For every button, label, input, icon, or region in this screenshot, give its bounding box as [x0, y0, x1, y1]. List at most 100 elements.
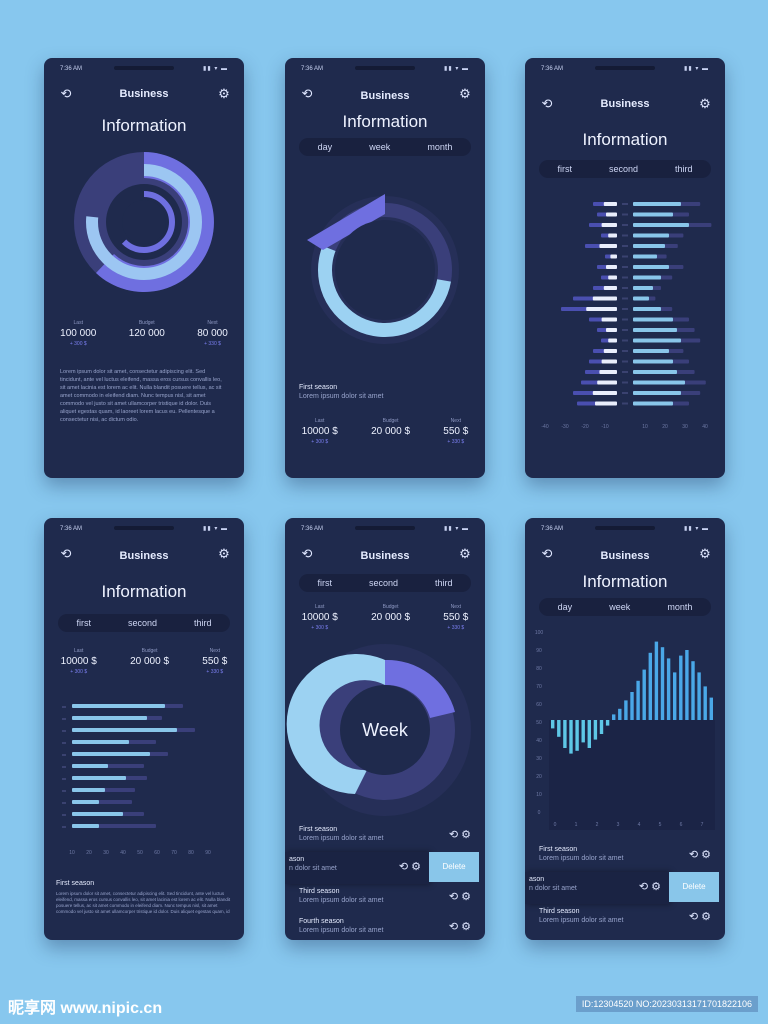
- stat-budget: Budget 120 000: [128, 320, 165, 339]
- status-bar: 7:36 AM ▮▮ ▾ ▬: [525, 524, 725, 534]
- status-bar: 7:36 AM ▮▮ ▾ ▬: [285, 524, 485, 534]
- tab-second[interactable]: second: [127, 618, 157, 628]
- bar: [575, 720, 579, 751]
- season-row-swiped[interactable]: ason n dolor sit amet ⟲ ⚙: [285, 852, 429, 884]
- season-row-third[interactable]: Third season Lorem ipsum dolor sit amet …: [299, 888, 471, 904]
- tab-first[interactable]: first: [317, 578, 332, 588]
- delete-button[interactable]: Delete: [669, 872, 719, 902]
- row-marker: [622, 329, 628, 331]
- bar-left-highlight: [608, 275, 617, 280]
- bar: [624, 700, 628, 720]
- row-actions[interactable]: ⟲ ⚙: [448, 921, 471, 933]
- y-tick-label: 100: [535, 630, 544, 636]
- season-description: Lorem ipsum dolor sit amet, consectetur …: [56, 891, 231, 914]
- bar: [569, 720, 573, 754]
- row-marker: [622, 392, 628, 394]
- tab-third[interactable]: third: [193, 618, 212, 628]
- season-row-fourth[interactable]: Fourth season Lorem ipsum dolor sit amet…: [299, 918, 471, 934]
- tab-first[interactable]: first: [76, 618, 91, 628]
- season-row-first[interactable]: First season Lorem ipsum dolor sit amet …: [539, 846, 711, 862]
- bar-left-highlight: [603, 202, 617, 206]
- tab-first[interactable]: first: [557, 164, 572, 174]
- order-tabs: first second third: [299, 574, 471, 592]
- status-bar: 7:36 AM ▮▮ ▾ ▬: [525, 64, 725, 74]
- tab-second[interactable]: second: [368, 578, 398, 588]
- gear-icon[interactable]: ⚙: [699, 96, 711, 111]
- x-tick-label: 1: [575, 822, 578, 828]
- bar: [642, 669, 646, 720]
- row-actions[interactable]: ⟲ ⚙: [448, 891, 471, 903]
- tab-third[interactable]: third: [434, 578, 453, 588]
- row-marker: [622, 308, 628, 310]
- bar: [673, 672, 677, 720]
- gear-icon[interactable]: ⚙: [699, 546, 711, 561]
- x-tick-label: 50: [137, 850, 143, 856]
- x-tick-label: 20: [662, 424, 668, 430]
- history-icon[interactable]: ⟲: [60, 546, 72, 561]
- bar-left-highlight: [601, 359, 617, 364]
- bar: [685, 650, 689, 720]
- row-marker: [622, 297, 628, 300]
- bar-left-highlight: [603, 286, 617, 290]
- bar-left-highlight: [606, 212, 617, 217]
- tab-month[interactable]: month: [667, 602, 693, 612]
- row-marker: [62, 706, 66, 708]
- bar: [587, 720, 591, 748]
- stat-last: Last 10000 $ + 300 $: [301, 418, 338, 445]
- row-marker: [622, 360, 628, 363]
- x-tick-label: 90: [205, 850, 211, 856]
- row-marker: [62, 814, 66, 816]
- row-actions[interactable]: ⟲ ⚙: [688, 911, 711, 923]
- gear-icon[interactable]: ⚙: [459, 86, 471, 101]
- gear-icon[interactable]: ⚙: [459, 546, 471, 561]
- tab-day[interactable]: day: [557, 602, 573, 612]
- tab-day[interactable]: day: [317, 142, 333, 152]
- tab-week[interactable]: week: [369, 142, 391, 152]
- season-row-first[interactable]: First season Lorem ipsum dolor sit amet …: [299, 826, 471, 842]
- bar: [72, 788, 105, 792]
- status-time: 7:36 AM: [541, 66, 564, 72]
- page-title: Information: [582, 572, 668, 591]
- row-actions[interactable]: ⟲ ⚙: [688, 849, 711, 861]
- bar-left-highlight: [586, 307, 617, 311]
- row-actions[interactable]: ⟲ ⚙: [448, 829, 471, 841]
- season-row-third[interactable]: Third season Lorem ipsum dolor sit amet …: [539, 908, 711, 924]
- x-tick-label: 40: [120, 850, 126, 856]
- history-icon[interactable]: ⟲: [541, 546, 553, 561]
- row-marker: [622, 339, 628, 342]
- row-actions[interactable]: ⟲ ⚙: [398, 861, 421, 873]
- bar: [557, 720, 561, 737]
- tab-month[interactable]: month: [427, 142, 453, 152]
- row-actions[interactable]: ⟲ ⚙: [638, 881, 661, 893]
- signal-battery-icon: ▮▮ ▾ ▬: [444, 526, 469, 532]
- bar: [593, 720, 598, 740]
- image-id-watermark: ID:12304520 NO:20230313171701822106: [575, 996, 758, 1012]
- history-icon[interactable]: ⟲: [301, 86, 313, 101]
- gear-icon[interactable]: ⚙: [218, 86, 230, 101]
- bar-left-highlight: [608, 338, 617, 343]
- bar-right: [633, 233, 669, 238]
- y-tick-label: 60: [536, 702, 542, 708]
- signal-battery-icon: ▮▮ ▾ ▬: [203, 66, 228, 72]
- signal-battery-icon: ▮▮ ▾ ▬: [684, 66, 709, 72]
- header-title: Business: [360, 550, 410, 562]
- history-icon[interactable]: ⟲: [60, 86, 72, 101]
- history-icon[interactable]: ⟲: [301, 546, 313, 561]
- tab-second[interactable]: second: [608, 164, 638, 174]
- tab-third[interactable]: third: [674, 164, 693, 174]
- bar-right: [633, 254, 657, 259]
- tab-week[interactable]: week: [609, 602, 631, 612]
- bar: [551, 720, 555, 729]
- x-tick-label: 40: [702, 424, 708, 430]
- x-tick-label: -40: [541, 424, 548, 430]
- history-icon[interactable]: ⟲: [541, 96, 553, 111]
- period-tabs: day week month: [299, 138, 471, 156]
- x-tick-label: 20: [86, 850, 92, 856]
- season-block: First season Lorem ipsum dolor sit amet: [299, 384, 384, 400]
- y-tick-label: 20: [536, 774, 542, 780]
- status-time: 7:36 AM: [60, 66, 83, 72]
- delete-button[interactable]: Delete: [429, 852, 479, 882]
- bar: [691, 661, 695, 720]
- gear-icon[interactable]: ⚙: [218, 546, 230, 561]
- season-row-swiped[interactable]: ason n dolor sit amet ⟲ ⚙: [525, 872, 669, 904]
